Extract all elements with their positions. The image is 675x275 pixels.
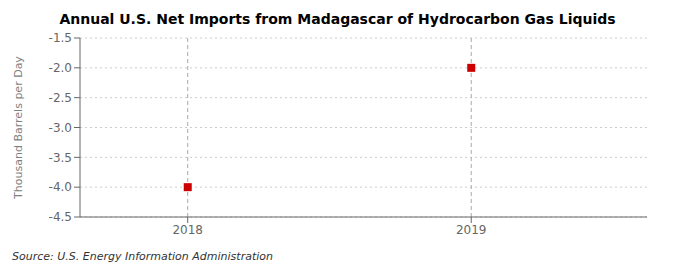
svg-text:-1.5: -1.5: [49, 31, 72, 45]
svg-text:-3.5: -3.5: [49, 151, 72, 165]
svg-text:Thousand Barrels per Day: Thousand Barrels per Day: [12, 56, 25, 200]
svg-text:2018: 2018: [172, 223, 203, 237]
svg-text:-4.5: -4.5: [49, 210, 72, 224]
svg-text:-4.0: -4.0: [49, 180, 72, 194]
html-text:Source: U.S. Energy Informatio: Source: U.S. Energy Information Administ…: [12, 250, 273, 263]
svg-text:-3.0: -3.0: [49, 121, 72, 135]
svg-text:-2.0: -2.0: [49, 61, 72, 75]
svg-text:2019: 2019: [456, 223, 487, 237]
html-text:Annual U.S. Net Imports from M: Annual U.S. Net Imports from Madagascar …: [59, 11, 616, 27]
svg-text:-2.5: -2.5: [49, 91, 72, 105]
